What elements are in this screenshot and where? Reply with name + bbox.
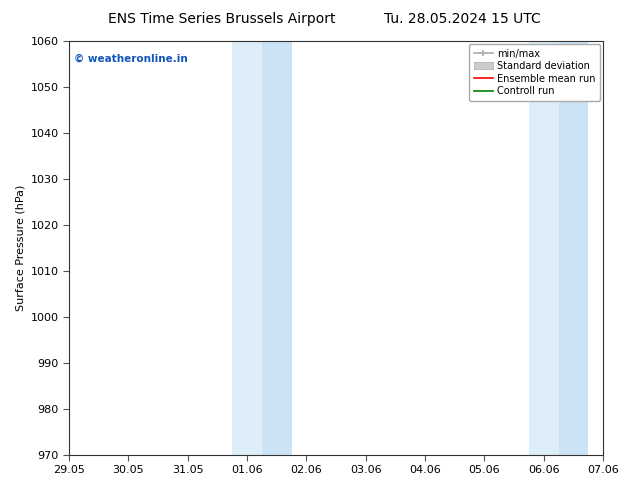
Text: Tu. 28.05.2024 15 UTC: Tu. 28.05.2024 15 UTC [384,12,541,26]
Text: ENS Time Series Brussels Airport: ENS Time Series Brussels Airport [108,12,335,26]
Bar [262,41,292,455]
Bar [232,41,262,455]
Bar [529,41,559,455]
Y-axis label: Surface Pressure (hPa): Surface Pressure (hPa) [15,185,25,311]
Legend: min/max, Standard deviation, Ensemble mean run, Controll run: min/max, Standard deviation, Ensemble me… [469,44,600,101]
Text: © weatheronline.in: © weatheronline.in [74,53,188,64]
Bar [559,41,588,455]
